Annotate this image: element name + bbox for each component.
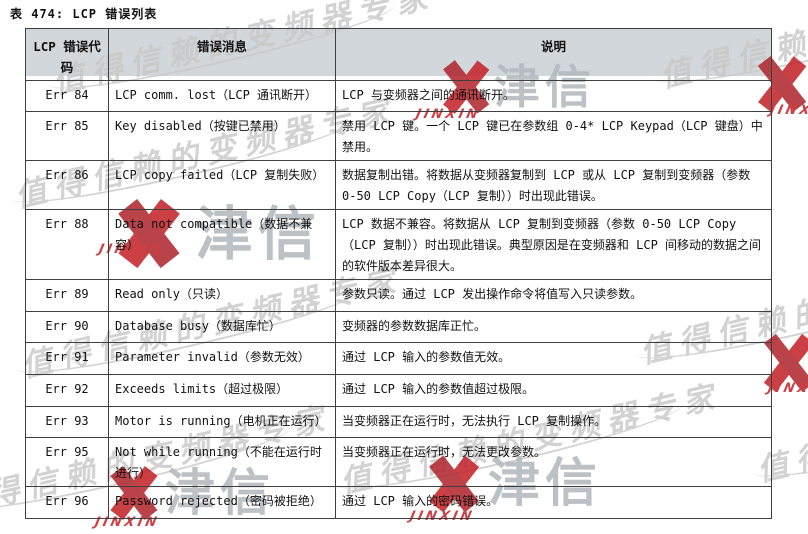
error-message-cell: Exceeds limits（超过极限） bbox=[108, 374, 336, 407]
table-row: Err 93 Motor is running（电机正在运行） 当变频器正在运行… bbox=[25, 406, 772, 438]
table-row: Err 86 LCP copy failed（LCP 复制失败） 数据复制出错。… bbox=[25, 160, 772, 210]
table-row: Err 84 LCP comm. lost（LCP 通讯断开） LCP 与变频器… bbox=[25, 80, 772, 112]
header-description: 说明 bbox=[335, 28, 772, 81]
error-message-cell: Database busy（数据库忙） bbox=[108, 311, 336, 343]
description-cell: 参数只读。通过 LCP 发出操作命令将值写入只读参数。 bbox=[335, 279, 772, 312]
description-cell: 通过 LCP 输入的参数值超过极限。 bbox=[335, 374, 772, 407]
error-code-cell: Err 84 bbox=[25, 80, 109, 112]
error-code-cell: Err 93 bbox=[25, 406, 109, 438]
jinxin-brand-en: JINXIN bbox=[766, 381, 808, 396]
error-message-cell: Key disabled（按键已禁用） bbox=[108, 111, 336, 161]
error-code-cell: Err 86 bbox=[25, 160, 109, 210]
description-cell: 禁用 LCP 键。一个 LCP 键已在参数组 0-4* LCP Keypad（L… bbox=[335, 111, 772, 161]
error-message-cell: Motor is running（电机正在运行） bbox=[108, 406, 336, 438]
table-row: Err 89 Read only（只读） 参数只读。通过 LCP 发出操作命令将… bbox=[25, 279, 772, 312]
description-cell: 当变频器正在运行时，无法更改参数。 bbox=[335, 437, 772, 487]
table-row: Err 90 Database busy（数据库忙） 变频器的参数数据库正忙。 bbox=[25, 311, 772, 343]
table-header-row: LCP 错误代码 错误消息 说明 bbox=[25, 28, 772, 81]
error-code-cell: Err 89 bbox=[25, 279, 109, 312]
error-message-cell: Not while running（不能在运行时进行） bbox=[108, 437, 336, 487]
jinxin-brand-en: JINXIN bbox=[768, 103, 808, 118]
table-row: Err 92 Exceeds limits（超过极限） 通过 LCP 输入的参数… bbox=[25, 374, 772, 407]
description-cell: 数据复制出错。将数据从变频器复制到 LCP 或从 LCP 复制到变频器（参数 0… bbox=[335, 160, 772, 210]
error-code-cell: Err 91 bbox=[25, 342, 109, 375]
error-code-cell: Err 95 bbox=[25, 437, 109, 487]
description-cell: LCP 数据不兼容。将数据从 LCP 复制到变频器（参数 0-50 LCP Co… bbox=[335, 209, 772, 280]
table-row: Err 88 Data not compatible（数据不兼容） LCP 数据… bbox=[25, 209, 772, 280]
lcp-error-table: LCP 错误代码 错误消息 说明 Err 84 LCP comm. lost（L… bbox=[25, 28, 772, 519]
table-row: Err 91 Parameter invalid（参数无效） 通过 LCP 输入… bbox=[25, 342, 772, 375]
page-title: 表 474: LCP 错误列表 bbox=[10, 7, 158, 21]
description-cell: 变频器的参数数据库正忙。 bbox=[335, 311, 772, 343]
error-message-cell: Parameter invalid（参数无效） bbox=[108, 342, 336, 375]
description-cell: 当变频器正在运行时，无法执行 LCP 复制操作。 bbox=[335, 406, 772, 438]
header-error-code: LCP 错误代码 bbox=[25, 28, 109, 81]
error-code-cell: Err 90 bbox=[25, 311, 109, 343]
table-row: Err 96 Password rejected（密码被拒绝） 通过 LCP 输… bbox=[25, 486, 772, 519]
error-message-cell: LCP comm. lost（LCP 通讯断开） bbox=[108, 80, 336, 112]
description-cell: LCP 与变频器之间的通讯断开。 bbox=[335, 80, 772, 112]
error-code-cell: Err 88 bbox=[25, 209, 109, 280]
description-cell: 通过 LCP 输入的参数值无效。 bbox=[335, 342, 772, 375]
error-message-cell: Password rejected（密码被拒绝） bbox=[108, 486, 336, 519]
error-message-cell: Data not compatible（数据不兼容） bbox=[108, 209, 336, 280]
error-code-cell: Err 96 bbox=[25, 486, 109, 519]
table-row: Err 95 Not while running（不能在运行时进行） 当变频器正… bbox=[25, 437, 772, 487]
header-error-message: 错误消息 bbox=[108, 28, 336, 81]
error-code-cell: Err 92 bbox=[25, 374, 109, 407]
error-message-cell: LCP copy failed（LCP 复制失败） bbox=[108, 160, 336, 210]
description-cell: 通过 LCP 输入的密码错误。 bbox=[335, 486, 772, 519]
error-code-cell: Err 85 bbox=[25, 111, 109, 161]
error-message-cell: Read only（只读） bbox=[108, 279, 336, 312]
table-row: Err 85 Key disabled（按键已禁用） 禁用 LCP 键。一个 L… bbox=[25, 111, 772, 161]
